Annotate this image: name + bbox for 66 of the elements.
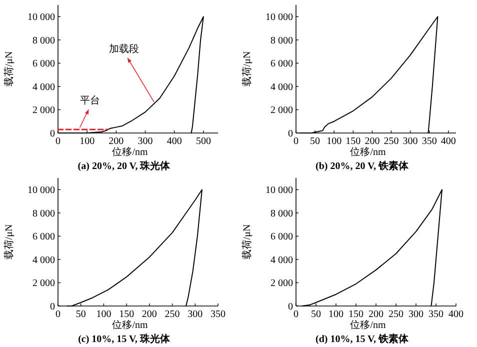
x-axis-title: 位移/nm [350,146,386,158]
x-tick-label: 100 [80,136,95,147]
x-tick-label: 200 [142,309,157,320]
y-tick-label: 0 [288,128,293,140]
x-tick-label: 200 [108,136,124,147]
y-axis-title: 载荷/μN [3,51,15,87]
y-axis-title: 载荷/μN [241,51,253,87]
y-tick-label: 4 000 [32,254,55,266]
x-tick-label: 250 [388,309,404,320]
x-tick-label: 300 [402,136,418,147]
x-tick-label: 200 [368,309,384,320]
y-tick-label: 6 000 [32,232,55,243]
x-tick-label: 500 [196,136,211,147]
y-tick-label: 6 000 [32,58,55,70]
annotation: 加载段 [109,42,139,55]
y-tick-label: 2 000 [32,278,55,290]
x-tick-label: 400 [166,136,182,147]
y-tick-label: 2 000 [32,105,55,116]
annotation: 平台 [80,94,100,107]
x-tick-label: 100 [328,309,344,320]
y-tick-label: 8 000 [270,35,293,46]
y-tick-label: 10 000 [266,12,293,24]
y-axis-title: 载荷/μN [3,224,15,260]
y-tick-label: 6 000 [270,232,293,243]
x-axis-title: 位移/nm [112,319,148,331]
y-tick-label: 4 000 [32,82,55,93]
x-tick-label: 200 [364,136,380,147]
x-axis-title: 位移/nm [350,319,386,331]
x-tick-label: 400 [448,309,464,320]
y-tick-label: 8 000 [270,208,293,220]
text: (b) 20%, 20 V, 铁素体 [316,160,410,172]
y-tick-label: 10 000 [28,185,55,196]
x-tick-label: 350 [422,136,437,147]
x-tick-label: 400 [440,136,456,147]
y-tick-label: 4 000 [270,254,293,266]
y-tick-label: 10 000 [28,12,55,24]
y-tick-label: 8 000 [32,208,55,220]
y-tick-label: 2 000 [270,278,293,290]
y-tick-label: 8 000 [32,35,55,46]
text: (a) 20%, 20 V, 珠光体 [78,160,172,172]
x-tick-label: 150 [346,136,361,147]
x-tick-label: 150 [119,309,134,320]
x-tick-label: 350 [428,309,444,320]
x-tick-label: 150 [348,309,364,320]
y-tick-label: 2 000 [270,105,293,116]
x-tick-label: 300 [138,136,153,147]
y-tick-label: 10 000 [266,185,293,196]
y-tick-label: 6 000 [270,58,293,70]
y-tick-label: 0 [50,128,55,140]
x-tick-label: 50 [310,136,320,147]
x-tick-label: 50 [76,309,86,320]
x-tick-label: 100 [326,136,342,147]
y-axis-title: 载荷/μN [241,224,253,260]
x-tick-label: 300 [408,309,424,320]
x-tick-label: 250 [164,309,180,320]
y-tick-label: 4 000 [270,82,293,93]
y-tick-label: 0 [50,302,55,312]
text: (d) 10%, 15 V, 铁素体 [316,333,410,345]
x-tick-label: 250 [384,136,399,147]
x-tick-label: 50 [311,309,321,320]
x-tick-label: 100 [96,309,112,320]
x-tick-label: 300 [188,309,203,320]
x-axis-title: 位移/nm [112,146,148,158]
x-tick-label: 350 [210,309,226,320]
y-tick-label: 0 [288,302,293,312]
text: (c) 10%, 15 V, 珠光体 [78,333,171,345]
